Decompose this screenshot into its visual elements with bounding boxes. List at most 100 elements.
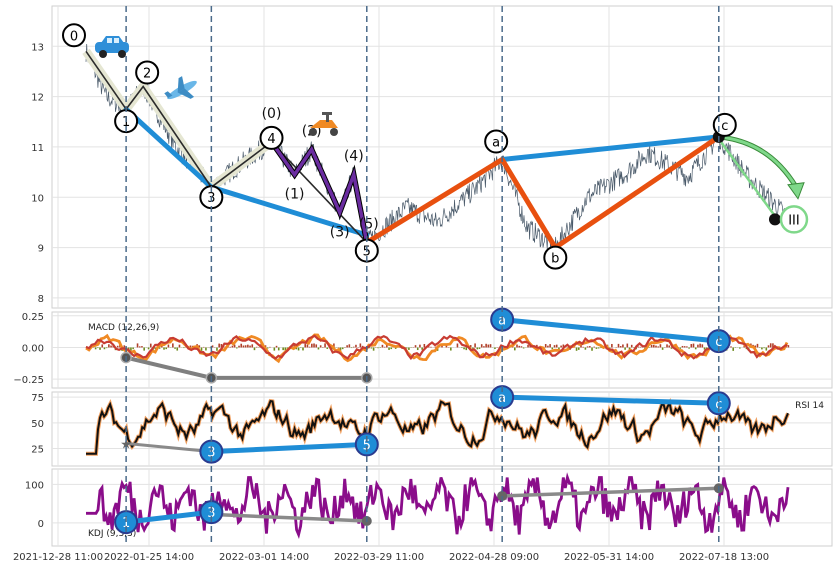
macd-histogram-bar [350,347,353,349]
wave-label: a [492,136,500,151]
macd-histogram-bar [681,345,684,348]
macd-histogram-bar [692,343,695,348]
x-tick-label: 2021-12-28 11:00 [13,552,103,563]
macd-label: MACD (12,26,9) [88,323,159,333]
macd-histogram-bar [266,347,269,349]
macd-histogram-bar [163,347,165,350]
wave-marker [135,60,160,85]
wave-label: 5 [363,245,371,260]
macd-divergence-line [501,317,720,344]
macd-histogram-bar [582,346,584,348]
subwave-label: (4) [344,149,364,165]
price-panel: 8910111213III012345(0)(1)(2)(3)(4)(5)abc [31,5,833,309]
macd-histogram-bar [202,346,205,348]
macd-histogram-bar [233,344,236,348]
macd-histogram-bar [198,345,201,348]
projection-label: III [788,213,800,228]
macd-histogram-bar [249,345,251,348]
macd-histogram-bar [427,346,430,348]
macd-histogram-bar [253,347,256,351]
macd-histogram-bar [138,346,141,348]
macd-histogram-bar [597,347,600,349]
macd-histogram-bar [238,345,240,348]
macd-histogram-bar [630,344,633,348]
macd-histogram-bar [593,346,596,348]
macd-histogram-bar [661,347,664,350]
macd-histogram-bar [414,345,417,348]
macd-histogram-bar [269,346,271,348]
macd-histogram-bar [315,344,318,348]
wave-marker [706,391,731,416]
macd-histogram-bar [189,345,192,348]
macd-histogram-bar [547,345,549,348]
macd-histogram-bar [465,347,468,351]
subwave-label: (5) [359,217,379,233]
macd-histogram-bar [306,344,309,348]
wave-label: 3 [207,446,215,461]
kdj-gray-line [502,486,719,498]
macd-histogram-bar [154,347,156,350]
macd-histogram-bar [551,347,554,350]
macd-histogram-bar [383,346,386,348]
macd-histogram-bar [319,345,322,348]
wave-label: 3 [207,506,215,521]
subwave-label: (1) [285,187,305,203]
macd-histogram-bar [293,344,295,348]
macd-histogram-bar [236,347,238,349]
x-tick-label: 2022-01-25 14:00 [104,552,194,563]
wave-label: b [551,252,559,267]
macd-histogram-bar [617,343,620,348]
macd-histogram-bar [732,347,735,351]
macd-histogram-bar [549,344,551,348]
macd-histogram-bar [277,347,280,351]
rsi-divergence-lower [211,441,367,455]
y-tick-label: 10 [31,193,44,204]
vehicle-icons [95,36,338,136]
macd-histogram-bar [622,344,624,348]
macd-histogram-bar [370,347,373,349]
impulse-wave-line [85,50,368,244]
macd-histogram-bar [586,346,589,348]
rsi-line [86,399,789,455]
macd-histogram-bar [388,347,390,350]
macd-histogram-bar [739,347,741,349]
trend-line [208,184,370,238]
x-tick-label: 2022-03-29 11:00 [334,552,424,563]
macd-histogram-bar [97,347,99,349]
macd-histogram-bar [688,347,690,349]
y-tick-label: 75 [31,393,44,404]
macd-histogram-bar [536,344,538,348]
x-tick-label: 2022-07-18 13:00 [679,552,769,563]
macd-histogram-bar [251,344,254,348]
macd-histogram-bar [209,347,212,349]
macd-histogram-bar [619,346,622,348]
x-tick-label: 2022-04-28 09:00 [449,552,539,563]
macd-histogram-bar [562,344,565,348]
macd-histogram-bar [127,347,130,350]
macd-histogram-bar [244,345,247,348]
y-tick-label: 0 [38,519,44,530]
kdj-gray-line [211,512,367,523]
macd-histogram-bar [518,345,521,348]
macd-histogram-bar [584,347,587,350]
macd-histogram-bar [514,347,516,351]
macd-histogram-bar [666,344,668,348]
trend-line [123,106,214,190]
macd-histogram-bar [461,347,463,348]
macd-histogram-bar [381,344,384,348]
macd-histogram-bar [474,343,476,348]
y-tick-label: 0.25 [22,312,44,323]
macd-histogram-bar [132,347,134,350]
y-tick-label: 100 [25,480,44,491]
trend-line [499,134,722,163]
macd-histogram-bar [103,347,106,350]
macd-histogram-bar [408,347,410,350]
macd-histogram-bar [756,343,759,348]
macd-histogram-bar [487,344,490,348]
macd-histogram-bar [577,347,580,350]
macd-histogram-bar [580,344,582,348]
macd-histogram-bar [476,347,479,350]
macd-histogram-bar [483,346,485,348]
macd-histogram-bar [611,343,613,348]
